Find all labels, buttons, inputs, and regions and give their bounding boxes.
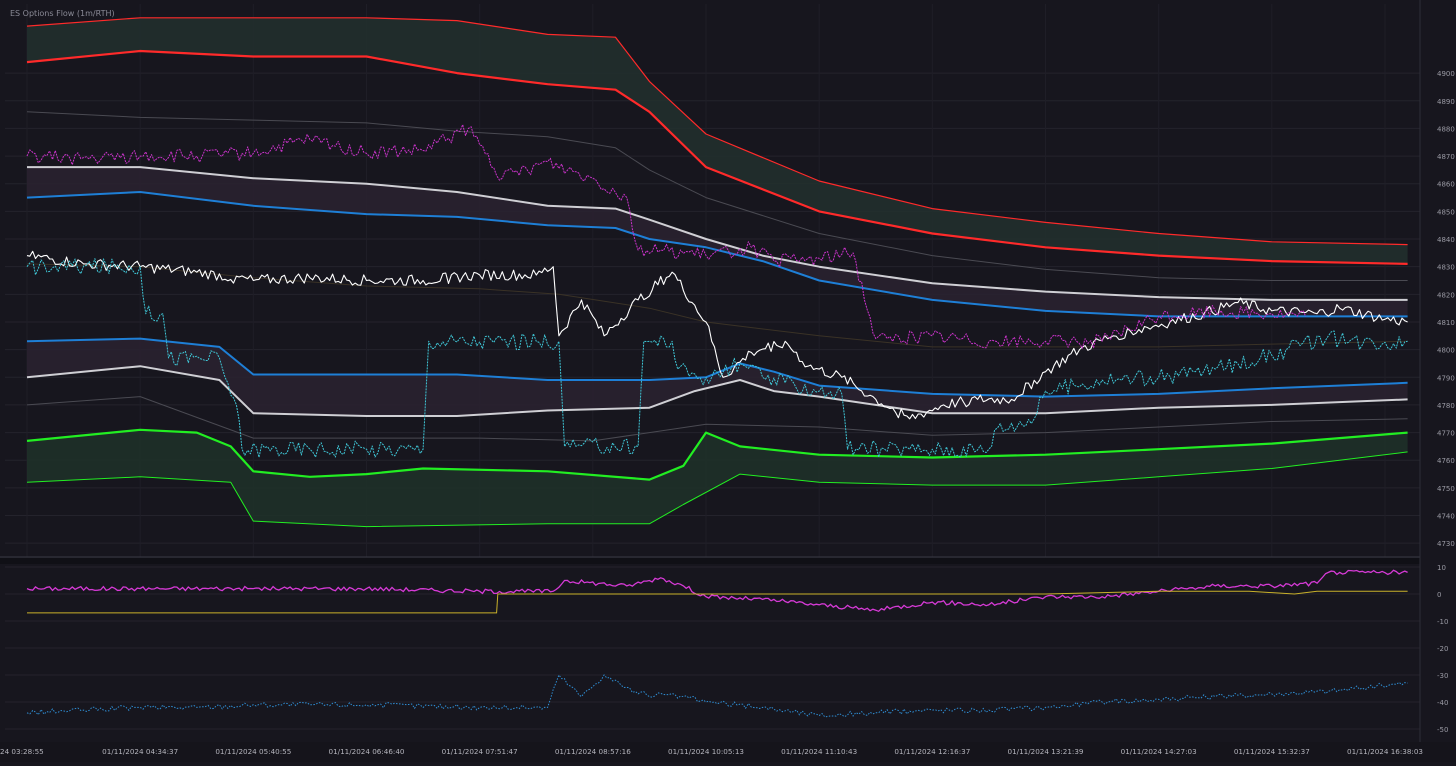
series-blue_upper [26, 191, 1408, 318]
y-tick-label: 4770 [1437, 430, 1455, 438]
x-tick-label: 01/11/2024 12:16:37 [894, 747, 970, 756]
x-tick-label: 01/11/2024 13:21:39 [1008, 747, 1084, 756]
y-tick-label: 4880 [1437, 125, 1455, 133]
chart-title: ES Options Flow (1m/RTH) [10, 9, 115, 18]
sub-series-blue_dotted [26, 673, 1408, 718]
y-tick-label: 4780 [1437, 402, 1455, 410]
sub-y-tick-label: -40 [1437, 699, 1448, 707]
series-magenta_flow [26, 124, 1307, 349]
sub-y-tick-label: -30 [1437, 672, 1448, 680]
x-tick-label: 01/11/2024 07:51:47 [442, 747, 518, 756]
y-tick-label: 4750 [1437, 485, 1455, 493]
upper-band-fill [27, 17, 1408, 264]
y-tick-label: 4740 [1437, 513, 1455, 521]
x-tick-label: 01/11/2024 08:57:16 [555, 747, 631, 756]
series-green_lower_outer [26, 451, 1408, 528]
series-gray_lower [26, 365, 1408, 417]
x-tick-label: 01/11/2024 16:38:03 [1347, 747, 1423, 756]
y-tick-label: 4760 [1437, 457, 1455, 465]
series-gray_upper_faint [26, 111, 1408, 281]
sub-y-tick-label: -50 [1437, 726, 1448, 734]
y-tick-label: 4830 [1437, 264, 1455, 272]
sub-series-yellow [27, 590, 1408, 614]
y-tick-label: 4790 [1437, 374, 1455, 382]
x-tick-label: 01/11/2024 05:40:55 [215, 747, 291, 756]
time-axis: 24 03:28:55 01/11/2024 04:34:37 01/11/2024… [0, 742, 1456, 762]
x-tick-label: 01/11/2024 11:10:43 [781, 747, 857, 756]
series-gray_lower_faint [26, 396, 1408, 442]
series-price [26, 250, 1408, 420]
x-tick-label: 01/11/2024 10:05:13 [668, 747, 744, 756]
time-axis-bg [0, 742, 1456, 762]
y-tick-label: 4800 [1437, 347, 1455, 355]
series-cyan_flow [26, 258, 1408, 458]
x-tick-label: 01/11/2024 14:27:03 [1121, 747, 1197, 756]
y-tick-label: 4730 [1437, 540, 1455, 548]
main-series [26, 17, 1408, 528]
sub-series-magenta [26, 569, 1408, 613]
sub-y-tick-label: -20 [1437, 645, 1448, 653]
x-tick-label: 01/11/2024 06:46:40 [329, 747, 405, 756]
series-red_upper_outer [26, 17, 1408, 246]
y-tick-label: 4850 [1437, 208, 1455, 216]
x-tick-label: 24 03:28:55 [0, 747, 44, 756]
y-tick-label: 4860 [1437, 181, 1455, 189]
sub-axis: 10 0 -10 -20 -30 -40 -50 [1437, 564, 1448, 734]
y-tick-label: 4840 [1437, 236, 1455, 244]
y-tick-label: 4900 [1437, 70, 1455, 78]
y-tick-label: 4890 [1437, 98, 1455, 106]
x-tick-label: 01/11/2024 15:32:37 [1234, 747, 1310, 756]
y-tick-label: 4870 [1437, 153, 1455, 161]
sub-y-tick-label: 10 [1437, 564, 1446, 572]
series-green_lower [26, 428, 1408, 481]
series-red_upper [26, 49, 1408, 265]
series-gray_upper [27, 166, 1408, 301]
sub-y-tick-label: 0 [1437, 591, 1441, 599]
upper-mid-fill [27, 167, 1408, 317]
y-tick-label: 4810 [1437, 319, 1455, 327]
y-tick-label: 4820 [1437, 291, 1455, 299]
sub-y-tick-label: -10 [1437, 618, 1448, 626]
x-tick-label: 01/11/2024 04:34:37 [102, 747, 178, 756]
sub-series [26, 569, 1408, 718]
price-axis: 4730 4740 4750 4760 4770 4780 4790 4800 4810 4820… [1437, 70, 1455, 548]
